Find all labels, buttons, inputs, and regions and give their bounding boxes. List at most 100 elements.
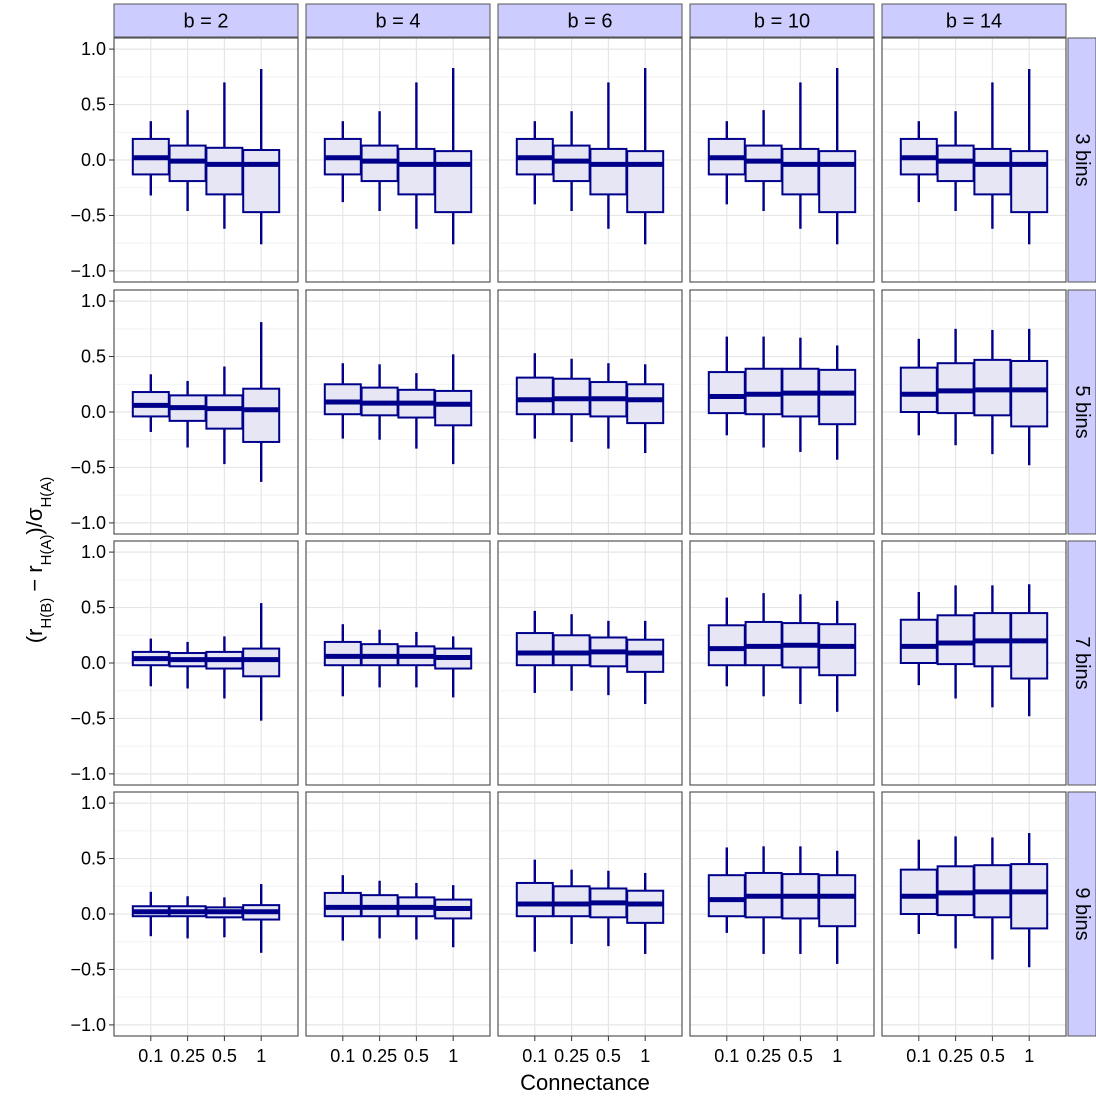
y-tick-label: −1.0 (70, 513, 106, 533)
x-tick-label: 0.25 (362, 1046, 397, 1066)
box-iqr (744, 367, 783, 416)
panel-border (689, 791, 875, 1037)
box-iqr (626, 150, 665, 214)
row-strip (1067, 540, 1096, 786)
row-strip-label: 5 bins (1071, 385, 1093, 438)
row-strip (1067, 37, 1096, 283)
row-strip-label: 9 bins (1071, 887, 1093, 940)
y-tick-label: 0.5 (81, 95, 106, 115)
y-tick-label: −1.0 (70, 764, 106, 784)
box-iqr (589, 147, 628, 196)
box-iqr (323, 891, 362, 918)
panel-border (305, 791, 491, 1037)
y-tick-label: −1.0 (70, 261, 106, 281)
x-tick-label: 0.1 (330, 1046, 355, 1066)
x-tick-label: 0.25 (170, 1046, 205, 1066)
column-strip (113, 3, 299, 38)
row-strip (1067, 791, 1096, 1037)
x-tick-label: 0.1 (522, 1046, 547, 1066)
box-iqr (552, 885, 591, 918)
y-title-prefix: (r (22, 629, 47, 644)
y-tick-label: −0.5 (70, 708, 106, 728)
column-strip (305, 3, 491, 38)
y-tick-label: 1.0 (81, 542, 106, 562)
y-tick-label: 1.0 (81, 793, 106, 813)
box-iqr (515, 632, 554, 667)
row-strip-label: 7 bins (1071, 636, 1093, 689)
panel-border (305, 289, 491, 535)
box-iqr (1010, 150, 1049, 214)
column-strip (497, 3, 683, 38)
panel-border (881, 289, 1067, 535)
x-axis-title: Connectance (520, 1070, 650, 1095)
x-tick-label: 1 (256, 1046, 266, 1066)
box-iqr (242, 647, 281, 678)
row-strip-label: 3 bins (1071, 133, 1093, 186)
x-tick-label: 0.5 (212, 1046, 237, 1066)
box-iqr (626, 383, 665, 425)
panel-border (689, 37, 875, 283)
x-tick-label: 0.1 (714, 1046, 739, 1066)
box-iqr (818, 150, 857, 214)
column-strip-label: b = 10 (754, 11, 810, 33)
y-title-sub1: H(B) (38, 598, 55, 629)
column-strip-label: b = 4 (375, 11, 420, 33)
panel-border (881, 540, 1067, 786)
column-strip (881, 3, 1067, 38)
x-tick-label: 0.1 (138, 1046, 163, 1066)
panel-border (497, 791, 683, 1037)
box-iqr (1010, 359, 1049, 428)
panel-border (305, 540, 491, 786)
box-iqr (973, 147, 1012, 196)
x-tick-label: 0.5 (404, 1046, 429, 1066)
column-strip-label: b = 6 (567, 11, 612, 33)
y-tick-label: 0.0 (81, 653, 106, 673)
box-iqr (1010, 863, 1049, 930)
box-iqr (707, 371, 746, 415)
x-tick-label: 0.25 (938, 1046, 973, 1066)
y-title-mid2: )/σ (22, 507, 47, 534)
x-tick-label: 0.1 (906, 1046, 931, 1066)
x-tick-label: 0.25 (554, 1046, 589, 1066)
y-tick-label: 0.0 (81, 904, 106, 924)
x-tick-label: 1 (832, 1046, 842, 1066)
x-tick-label: 0.5 (980, 1046, 1005, 1066)
y-tick-label: −0.5 (70, 959, 106, 979)
box-iqr (434, 150, 473, 214)
column-strip-label: b = 14 (946, 11, 1002, 33)
box-iqr (707, 624, 746, 667)
box-iqr (936, 614, 975, 666)
box-iqr (397, 147, 436, 196)
y-title-sub2: H(A) (38, 535, 55, 566)
box-iqr (205, 146, 244, 196)
y-tick-label: 0.5 (81, 598, 106, 618)
panel-border (881, 37, 1067, 283)
x-tick-label: 0.5 (788, 1046, 813, 1066)
panel-border (881, 791, 1067, 1037)
y-tick-label: 0.0 (81, 402, 106, 422)
y-tick-label: 1.0 (81, 291, 106, 311)
box-iqr (626, 638, 665, 673)
y-axis-title: (rH(B) − rH(A))/σH(A) (22, 477, 55, 644)
box-iqr (899, 618, 938, 665)
y-tick-label: 0.5 (81, 849, 106, 869)
x-tick-label: 1 (640, 1046, 650, 1066)
box-iqr (744, 620, 783, 667)
facet-grid: b = 2 b = 4 b = 6 b = 10 b = 14 3 bins 5 bins 7… (70, 3, 1096, 1066)
box-iqr (936, 362, 975, 415)
y-tick-label: 1.0 (81, 39, 106, 59)
box-iqr (323, 640, 362, 667)
box-iqr (818, 368, 857, 426)
x-tick-label: 1 (1024, 1046, 1034, 1066)
y-tick-label: −1.0 (70, 1015, 106, 1035)
box-iqr (899, 366, 938, 413)
column-strip (689, 3, 875, 38)
box-iqr (242, 387, 281, 443)
panel-border (497, 37, 683, 283)
panel-border (305, 37, 491, 283)
panel-border (689, 540, 875, 786)
box-iqr (515, 376, 554, 416)
column-strip-label: b = 2 (183, 11, 228, 33)
panel-border (497, 540, 683, 786)
